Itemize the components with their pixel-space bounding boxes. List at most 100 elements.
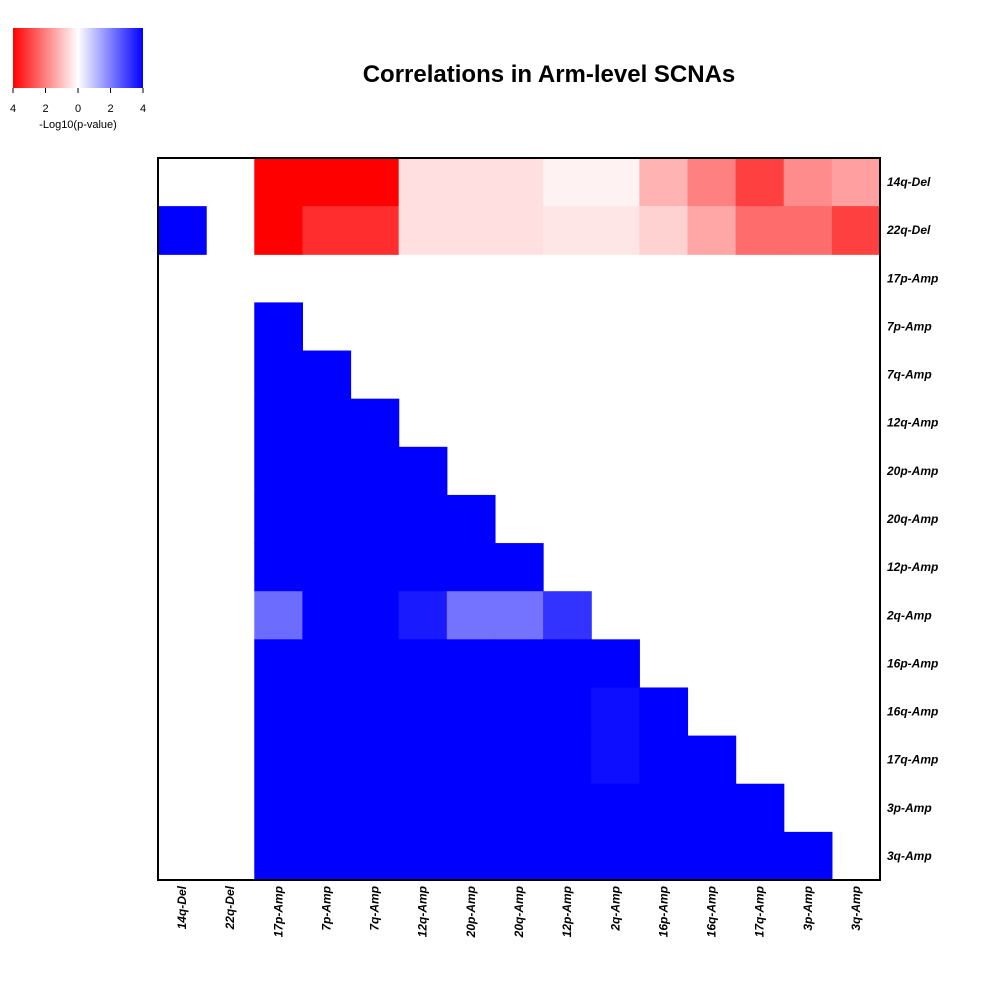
col-label: 16p-Amp bbox=[656, 886, 670, 937]
heatmap-cell bbox=[302, 639, 352, 689]
heatmap-cell bbox=[254, 302, 303, 352]
heatmap-cell bbox=[446, 831, 496, 881]
heatmap-cell bbox=[543, 206, 592, 255]
heatmap-cell bbox=[494, 206, 544, 255]
heatmap-cell bbox=[302, 831, 352, 881]
heatmap-cell bbox=[687, 831, 737, 881]
heatmap-cell bbox=[302, 206, 352, 255]
heatmap-cell bbox=[687, 783, 737, 833]
heatmap-cell bbox=[446, 639, 496, 689]
heatmap-cell bbox=[350, 831, 400, 881]
heatmap-cell bbox=[543, 158, 592, 207]
heatmap-cell bbox=[398, 591, 448, 640]
heatmap-cell bbox=[591, 687, 640, 737]
heatmap-cell bbox=[254, 687, 303, 737]
heatmap-cell bbox=[639, 158, 689, 207]
legend-tick-label: 2 bbox=[42, 103, 48, 115]
heatmap-cell bbox=[543, 687, 592, 737]
heatmap-cell bbox=[639, 783, 689, 833]
legend: 4 2 0 2 4 -Log10(p-value) bbox=[10, 28, 146, 131]
heatmap-cell bbox=[350, 206, 400, 255]
col-label: 12p-Amp bbox=[560, 886, 574, 937]
heatmap-cell bbox=[783, 831, 833, 881]
legend-title: -Log10(p-value) bbox=[39, 119, 117, 131]
heatmap-cell bbox=[350, 687, 400, 737]
heatmap-cell bbox=[254, 158, 303, 207]
row-label: 20q-Amp bbox=[886, 512, 938, 526]
row-label: 20p-Amp bbox=[886, 464, 938, 478]
heatmap-cell bbox=[591, 158, 640, 207]
row-label: 16q-Amp bbox=[887, 705, 938, 719]
heatmap-cell bbox=[398, 543, 448, 592]
heatmap-cell bbox=[254, 831, 303, 881]
heatmap-cell bbox=[543, 783, 592, 833]
heatmap-cell bbox=[158, 206, 207, 255]
heatmap-cell bbox=[639, 831, 689, 881]
legend-tick-label: 2 bbox=[107, 103, 113, 115]
col-label: 7p-Amp bbox=[319, 886, 333, 931]
legend-tick-label: 4 bbox=[140, 103, 146, 115]
heatmap-cell bbox=[398, 783, 448, 833]
row-label: 17q-Amp bbox=[887, 753, 938, 767]
heatmap-cell bbox=[350, 543, 400, 592]
heatmap-cell bbox=[350, 783, 400, 833]
heatmap-cell bbox=[494, 591, 544, 640]
heatmap-cell bbox=[687, 158, 737, 207]
row-label: 12p-Amp bbox=[887, 560, 938, 574]
heatmap-cell bbox=[398, 687, 448, 737]
heatmap-cell bbox=[783, 206, 833, 255]
row-label: 7p-Amp bbox=[887, 319, 932, 333]
heatmap-cell bbox=[302, 687, 352, 737]
heatmap-cell bbox=[350, 735, 400, 785]
heatmap-cell bbox=[543, 591, 592, 640]
heatmap-cell bbox=[543, 831, 592, 881]
heatmap-cell bbox=[543, 735, 592, 785]
heatmap-cell bbox=[350, 398, 400, 448]
heatmap-cell bbox=[398, 639, 448, 689]
col-label: 7q-Amp bbox=[368, 886, 382, 931]
heatmap-cell bbox=[254, 543, 303, 592]
chart-title: Correlations in Arm-level SCNAs bbox=[363, 61, 736, 88]
heatmap-cell bbox=[446, 783, 496, 833]
heatmap-cell bbox=[639, 687, 689, 737]
row-label: 14q-Del bbox=[887, 175, 931, 189]
heatmap-cell bbox=[302, 543, 352, 592]
heatmap-cell bbox=[254, 398, 303, 448]
heatmap-cell bbox=[254, 735, 303, 785]
heatmap-cell bbox=[687, 206, 737, 255]
heatmap-cell bbox=[302, 350, 352, 400]
row-label: 3p-Amp bbox=[887, 801, 932, 815]
heatmap-cell bbox=[735, 158, 785, 207]
heatmap-cell bbox=[302, 591, 352, 640]
heatmap-cell bbox=[591, 735, 640, 785]
heatmap-cell bbox=[398, 446, 448, 496]
col-label: 17p-Amp bbox=[271, 886, 285, 937]
heatmap-cell bbox=[735, 783, 785, 833]
heatmap-cell bbox=[302, 398, 352, 448]
heatmap-cell bbox=[446, 543, 496, 592]
heatmap-cell bbox=[446, 591, 496, 640]
col-label: 3p-Amp bbox=[801, 886, 815, 931]
heatmap-cell bbox=[350, 158, 400, 207]
heatmap-cell bbox=[783, 158, 833, 207]
heatmap-cell bbox=[687, 735, 737, 785]
col-label: 22q-Del bbox=[223, 885, 237, 930]
heatmap-cell bbox=[398, 494, 448, 544]
heatmap-cell bbox=[494, 831, 544, 881]
heatmap-cell bbox=[302, 446, 352, 496]
heatmap-cell bbox=[591, 831, 640, 881]
heatmap-cell bbox=[302, 494, 352, 544]
heatmap-cell bbox=[639, 735, 689, 785]
heatmap-cell bbox=[494, 735, 544, 785]
heatmap-cell bbox=[494, 687, 544, 737]
heatmap-cell bbox=[446, 687, 496, 737]
col-label: 20q-Amp bbox=[512, 886, 526, 938]
heatmap-cell bbox=[735, 206, 785, 255]
col-label: 17q-Amp bbox=[753, 886, 767, 937]
heatmap-cell bbox=[446, 735, 496, 785]
row-label: 7q-Amp bbox=[887, 368, 932, 382]
heatmap-cell bbox=[446, 158, 496, 207]
heatmap-cell bbox=[350, 494, 400, 544]
row-label: 16p-Amp bbox=[887, 656, 938, 670]
legend-ticks: 4 2 0 2 4 bbox=[10, 88, 146, 115]
